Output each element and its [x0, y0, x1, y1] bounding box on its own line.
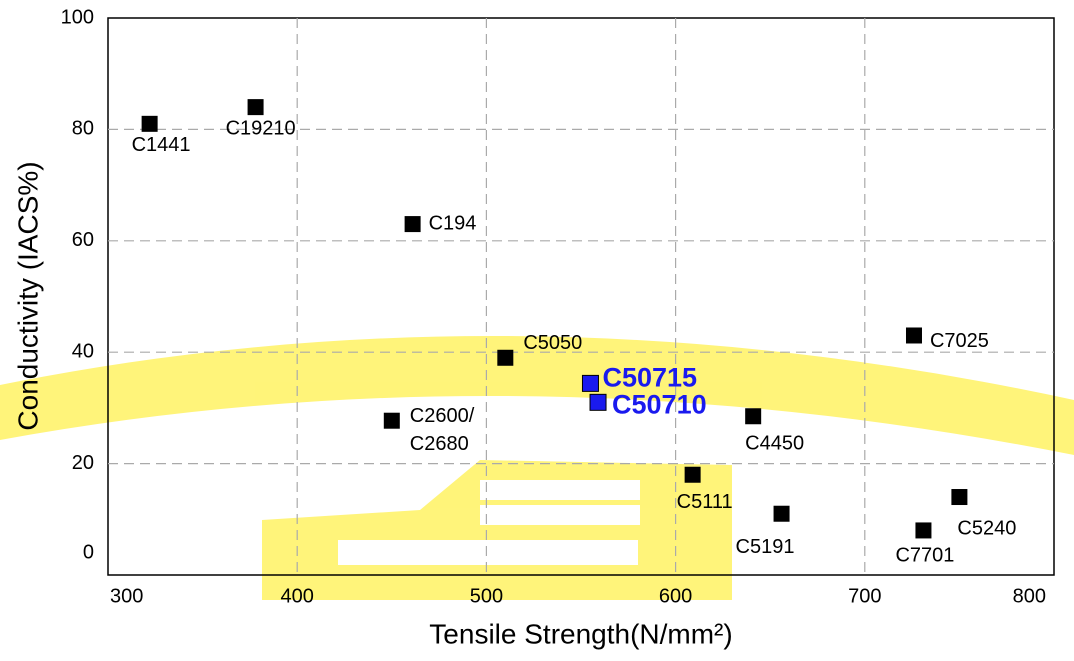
point: [915, 522, 931, 538]
point-label: C7701: [895, 545, 954, 567]
point-label: C2600/: [410, 405, 475, 427]
point: [951, 489, 967, 505]
x-tick-label: 500: [470, 585, 503, 607]
point: [685, 467, 701, 483]
x-tick-label: 600: [659, 585, 692, 607]
y-axis-label: Conductivity (IACS%): [12, 161, 43, 430]
x-tick-label: 700: [848, 585, 881, 607]
point-label: C1441: [132, 134, 191, 156]
y-tick-label: 20: [72, 452, 94, 474]
point-label: C5111: [677, 491, 733, 513]
y-tick-label: 60: [72, 229, 94, 251]
point: [405, 216, 421, 232]
point: [497, 350, 513, 366]
point-label: C2680: [410, 433, 469, 455]
point-label: C5191: [736, 536, 795, 558]
point-label: C50715: [602, 363, 697, 393]
y-tick-label: 0: [83, 541, 94, 563]
point-label: C7025: [930, 330, 989, 352]
point: [590, 394, 606, 410]
y-tick-label: 100: [61, 6, 94, 28]
chart: Tensile Strength(N/mm²) Conductivity (IA…: [0, 0, 1074, 661]
point-label: C19210: [226, 117, 296, 139]
point: [745, 408, 761, 424]
point-label: C4450: [745, 433, 804, 455]
point: [384, 413, 400, 429]
point: [248, 99, 264, 115]
x-tick-label: 400: [281, 585, 314, 607]
point-label: C5240: [957, 517, 1016, 539]
y-tick-label: 80: [72, 118, 94, 140]
point: [906, 327, 922, 343]
point-label: C194: [429, 212, 477, 234]
y-tick-label: 40: [72, 340, 94, 362]
x-axis-label: Tensile Strength(N/mm²): [429, 618, 732, 649]
point: [774, 506, 790, 522]
point: [582, 375, 598, 391]
x-tick-label: 800: [1013, 585, 1046, 607]
point-label: C50710: [612, 389, 707, 419]
point: [142, 116, 158, 132]
point-label: C5050: [523, 332, 582, 354]
x-tick-label: 300: [110, 585, 143, 607]
